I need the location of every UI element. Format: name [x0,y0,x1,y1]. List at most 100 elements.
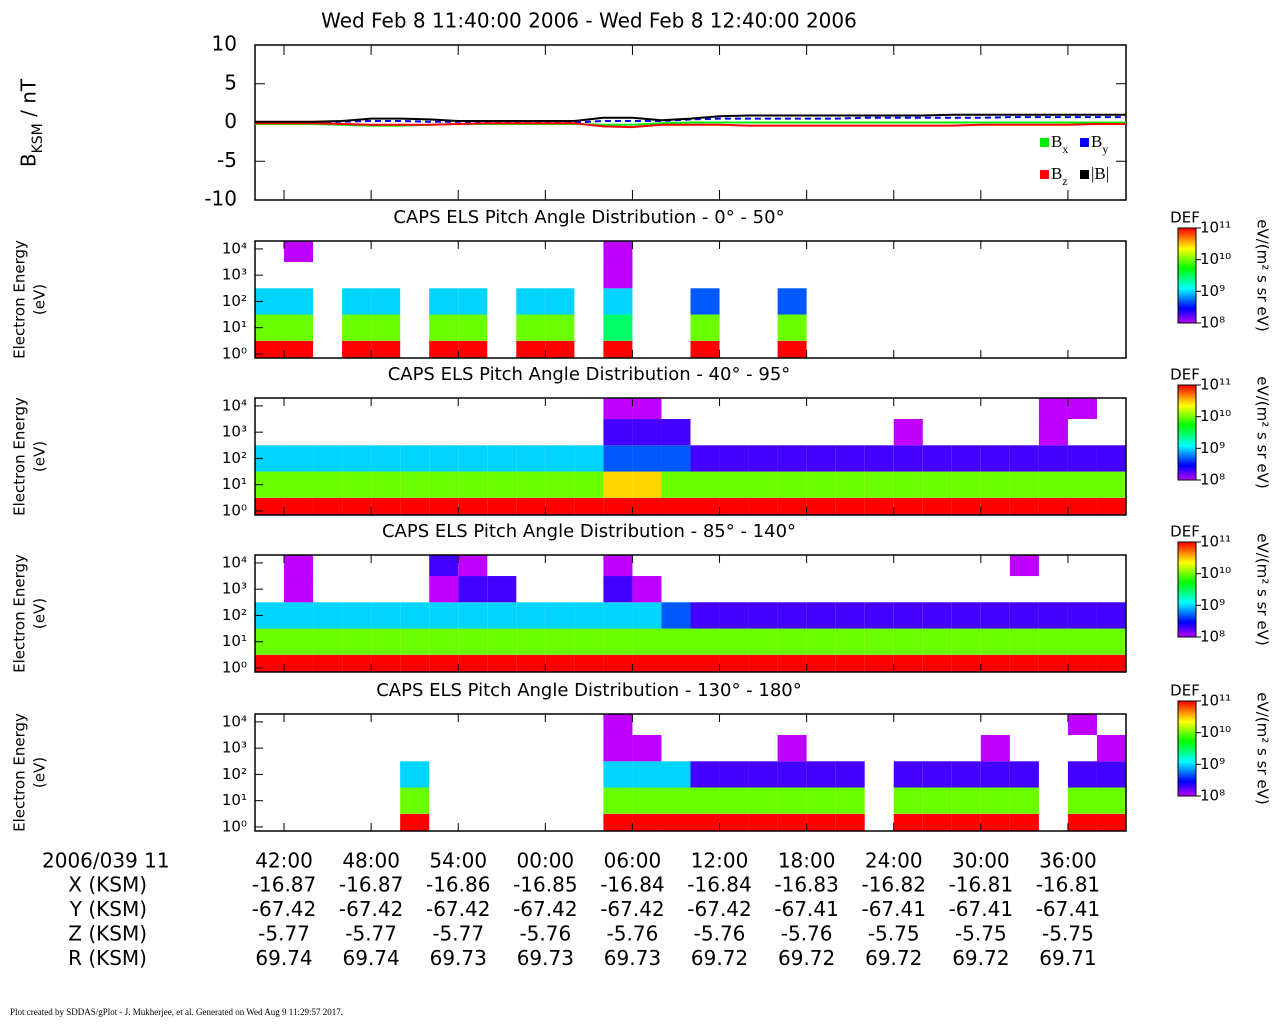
colorbar-tick-label: 10¹¹ [1200,376,1231,394]
ephemeris-value: 69.73 [517,946,574,970]
y-axis-label: Electron Energy [11,240,29,359]
colorbar-step [1178,778,1196,781]
y-tick-label: 10³ [222,423,247,441]
spectrogram-cell [429,497,459,515]
colorbar-step [1178,470,1196,473]
spectrogram-cell [661,654,691,672]
colorbar-tick-label: 10¹¹ [1200,533,1231,551]
colorbar-step [1178,623,1196,626]
colorbar-step [1178,605,1196,608]
colorbar-tick-label: 10¹⁰ [1200,564,1231,582]
colorbar-step [1178,573,1196,577]
spectrogram-cell [864,445,894,472]
spectrogram-cell [1009,654,1039,672]
spectrogram-cell [284,445,314,472]
spectrogram-cell [255,340,285,358]
spectrogram-cell [835,628,865,655]
spectrogram-cell [951,602,981,629]
spectrogram-cell [342,340,372,358]
colorbar-step [1178,245,1196,249]
panel-title: CAPS ELS Pitch Angle Distribution - 40° … [388,364,791,385]
colorbar-step [1178,704,1196,708]
colorbar-step [1178,394,1196,398]
colorbar-step [1178,599,1196,602]
panel-title: CAPS ELS Pitch Angle Distribution - 85° … [382,521,796,542]
colorbar-step [1178,591,1196,594]
spectrogram-cell [690,471,720,498]
spectrogram-cell [893,497,923,515]
colorbar-tick-label: 10¹¹ [1200,692,1231,710]
spectrogram-cell [1096,497,1126,515]
spectrogram-cell [777,787,807,814]
spectrogram-cell [777,628,807,655]
spectrogram-cell [458,314,488,341]
spectrogram-cell [893,787,923,814]
spectrogram-cell [371,288,401,315]
spectrogram-cell [864,628,894,655]
colorbar-step [1178,788,1196,791]
colorbar-step [1178,386,1196,390]
spectrogram-cell [690,813,720,831]
colorbar-step [1178,410,1196,414]
y-axis-label: (eV) [31,757,49,788]
colorbar-step [1178,440,1196,443]
colorbar-step [1178,406,1196,410]
colorbar-step [1178,567,1196,571]
colorbar-step [1178,307,1196,310]
spectrogram-cell [922,787,952,814]
spectrogram-cell [545,340,575,358]
colorbar-step [1178,563,1196,567]
colorbar-step [1178,313,1196,316]
colorbar-step [1178,426,1196,430]
spectrogram-cell [806,761,836,788]
spectrogram-cell [777,340,807,358]
colorbar-step [1178,760,1196,763]
colorbar-step [1178,269,1196,273]
colorbar-step [1178,420,1196,424]
spectrogram-cell [603,813,633,831]
colorbar-tick-label: 10⁹ [1200,439,1225,457]
colorbar-step [1178,436,1196,439]
colorbar-step [1178,617,1196,620]
spectrogram-cell [951,628,981,655]
spectrogram-cell [342,602,372,629]
spectrogram-cell [1096,761,1126,788]
spectrogram-cell [371,497,401,515]
colorbar-step [1178,770,1196,773]
colorbar-step [1178,768,1196,771]
spectrogram-cell [371,602,401,629]
y-tick-label: 10² [222,449,247,467]
ephemeris-value: -5.75 [955,922,1007,946]
spectrogram-cell [429,628,459,655]
spectrogram-cell [603,445,633,472]
spectrogram-cell [632,445,662,472]
colorbar-step [1178,579,1196,583]
colorbar-step [1178,287,1196,290]
y-tick-label: 10¹ [222,318,247,336]
spectrogram-cell [603,576,633,603]
colorbar-tick-label: 10⁸ [1200,314,1225,332]
spectrogram-cell [806,628,836,655]
colorbar-step [1178,400,1196,404]
colorbar-step [1178,720,1196,724]
spectrogram-cell [400,497,430,515]
spectrogram-cell [458,340,488,358]
spectrogram-cell [980,813,1010,831]
spectrogram-cell [1067,628,1097,655]
colorbar-step [1178,444,1196,447]
spectrogram-cell [603,497,633,515]
y-tick-label: 10⁴ [222,239,247,257]
spectrogram-cell [893,471,923,498]
spectrogram-cell [1096,735,1126,762]
legend-swatch [1040,138,1049,147]
spectrogram-cell [458,445,488,472]
ephemeris-value: 69.74 [343,946,400,970]
colorbar-step [1178,603,1196,606]
spectrogram-cell [1067,497,1097,515]
spectrogram-cell [429,288,459,315]
ephemeris-row-label: Z (KSM) [68,922,147,946]
spectrogram-cell [980,445,1010,472]
spectrogram-cell [545,602,575,629]
spectrogram-cell [342,445,372,472]
colorbar-step [1178,701,1196,704]
